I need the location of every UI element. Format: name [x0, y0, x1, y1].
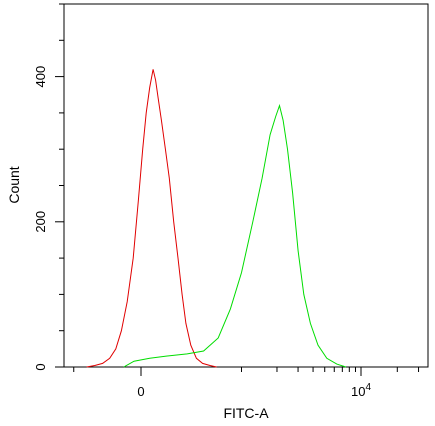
series-line-1 — [123, 103, 347, 368]
x-axis-ticks — [73, 367, 420, 376]
y-tick-label-0: 0 — [33, 363, 48, 370]
x-tick-label-1: 104 — [351, 382, 371, 399]
y-axis-ticks — [55, 3, 64, 368]
x-axis-tick-labels: 0 104 — [137, 382, 371, 399]
plot-frame — [63, 3, 429, 368]
series-line-0 — [86, 69, 217, 368]
x-tick-label-0: 0 — [137, 384, 144, 399]
x-axis-label: FITC-A — [223, 405, 269, 421]
y-axis-tick-labels: 0 200 400 — [33, 66, 48, 371]
series-traces — [86, 69, 347, 368]
y-tick-label-1: 200 — [33, 211, 48, 233]
y-axis-label: Count — [6, 166, 22, 203]
y-tick-label-2: 400 — [33, 66, 48, 88]
